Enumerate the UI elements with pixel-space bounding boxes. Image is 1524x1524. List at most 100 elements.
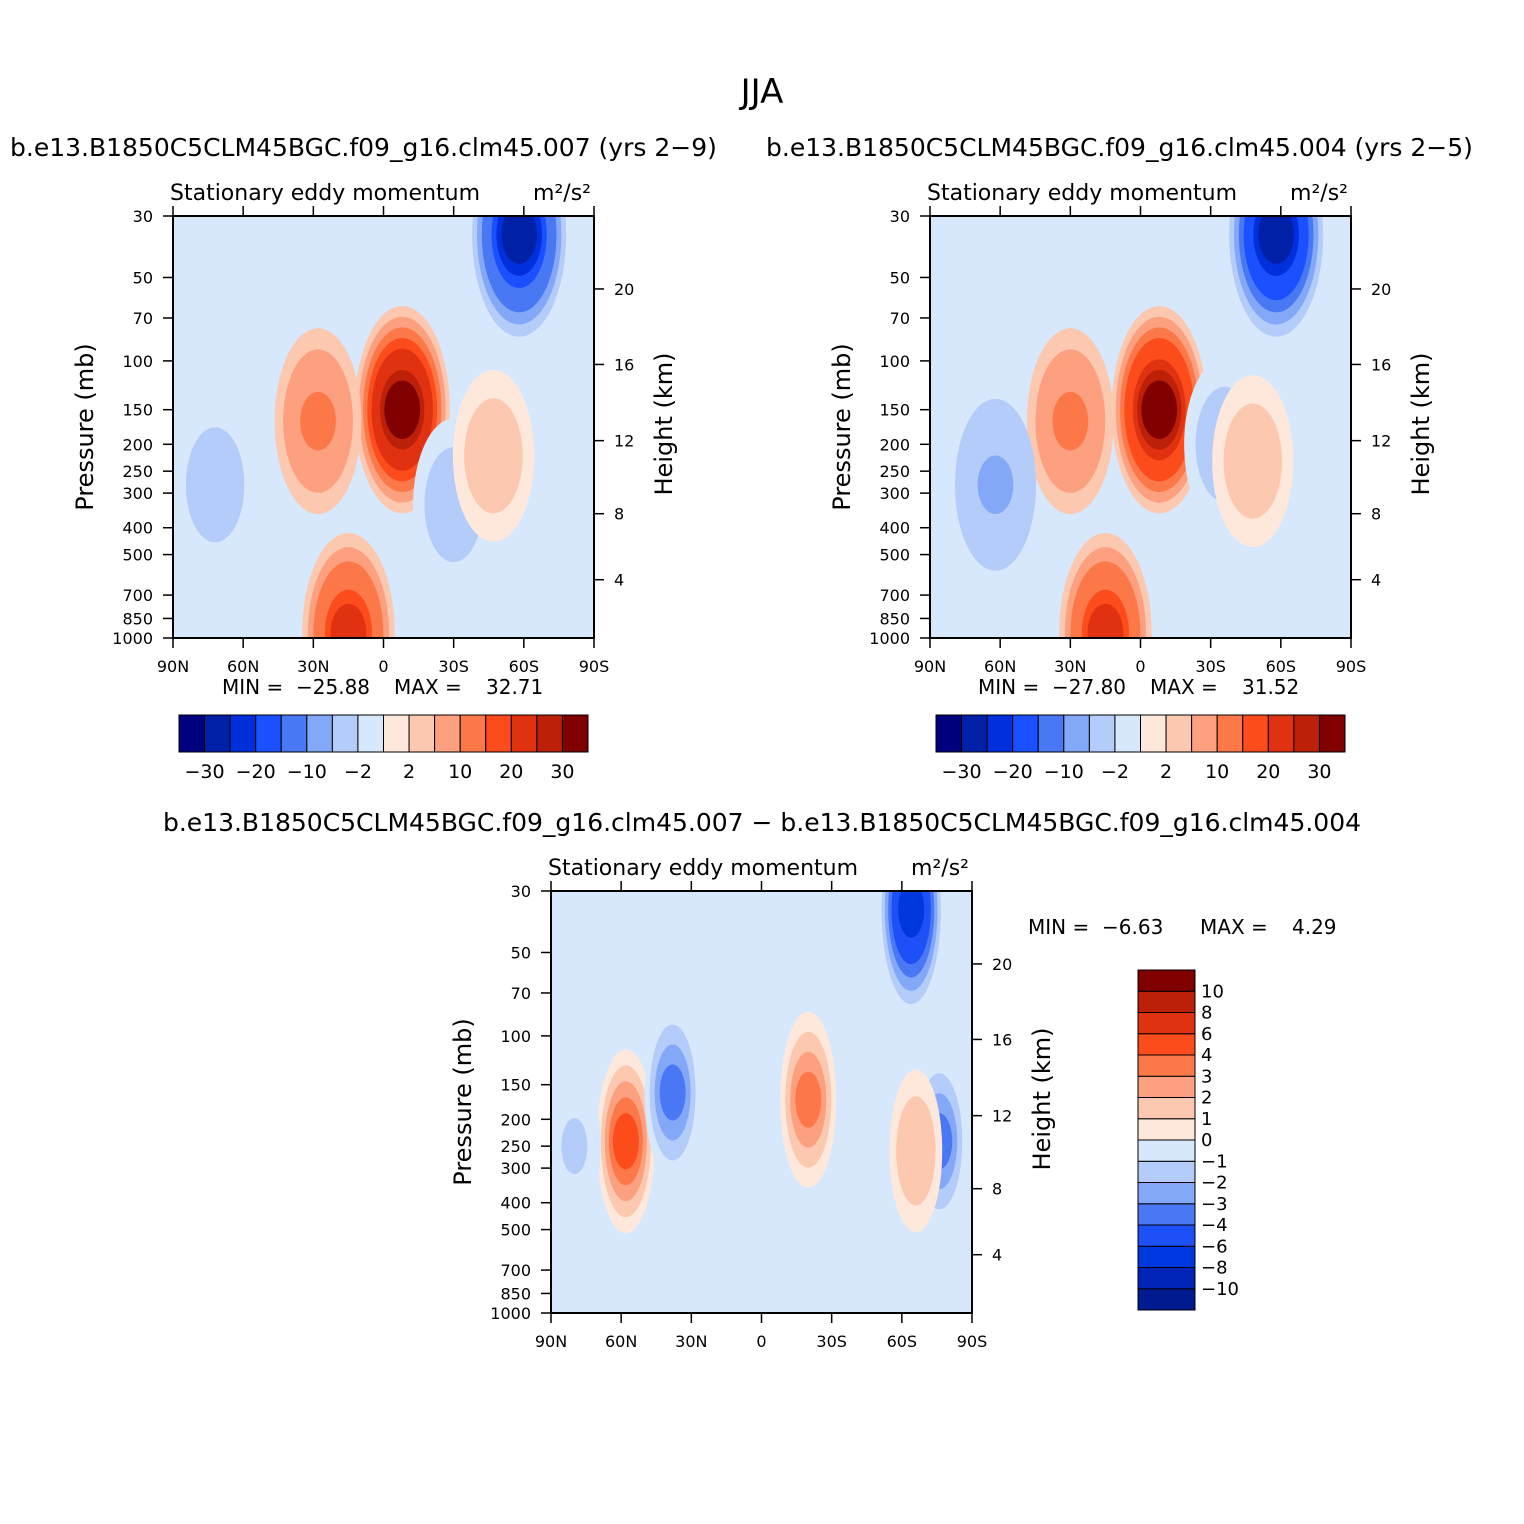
colorbar-swatch <box>1137 1054 1196 1077</box>
x-tick-label: 90N <box>157 657 189 676</box>
x-tick-label: 30S <box>1195 657 1226 676</box>
y-tick-label: 1000 <box>490 1304 531 1323</box>
subtitle-left: Stationary eddy momentum <box>170 181 480 206</box>
colorbar-label: −4 <box>1201 1215 1228 1236</box>
y-axis-title: Pressure (mb) <box>828 343 856 510</box>
x-tick-label: 60N <box>227 657 259 676</box>
y-tick-label: 100 <box>879 352 910 371</box>
subtitle-units: m²/s² <box>1290 181 1348 206</box>
colorbar-swatch <box>1137 1267 1196 1290</box>
min-label: MIN = <box>1028 915 1089 939</box>
x-tick-label: 30S <box>438 657 469 676</box>
y-tick-label: 400 <box>879 519 910 538</box>
colorbar-swatch <box>1137 1288 1196 1311</box>
y-tick-label: 500 <box>879 546 910 565</box>
min-value: −6.63 <box>1102 915 1163 939</box>
y-right-tick-label: 12 <box>992 1107 1012 1126</box>
contour-level <box>1052 391 1089 451</box>
y-right-tick-label: 8 <box>992 1180 1002 1199</box>
contour-level <box>1087 603 1124 638</box>
y-tick-label: 100 <box>500 1027 531 1046</box>
y-right-tick-label: 8 <box>1371 505 1381 524</box>
colorbar-swatch <box>1137 1097 1196 1120</box>
contour-field <box>551 891 968 1234</box>
y-right-tick-label: 8 <box>614 505 624 524</box>
x-tick-label: 30N <box>1054 657 1086 676</box>
contour-level <box>1258 216 1295 264</box>
y-right-tick-label: 4 <box>992 1246 1002 1265</box>
colorbar-label: −1 <box>1201 1151 1228 1172</box>
y-axis-title: Pressure (mb) <box>449 1018 477 1185</box>
panel-1: Stationary eddy momentum m²/s²30507010015… <box>71 181 678 783</box>
contour-level <box>197 455 234 515</box>
y-right-tick-label: 16 <box>614 355 634 374</box>
y-right-tick-label: 20 <box>1371 280 1391 299</box>
contour-level <box>300 391 336 451</box>
colorbar-label: −20 <box>236 761 276 783</box>
panel-2: Stationary eddy momentum m²/s²30507010015… <box>828 181 1435 783</box>
colorbar-label: −10 <box>1044 761 1084 783</box>
colorbar-swatch <box>1012 714 1039 753</box>
x-tick-label: 0 <box>756 1332 766 1351</box>
colorbar-swatch <box>1037 714 1065 753</box>
y-tick-label: 300 <box>500 1159 531 1178</box>
colorbar-label: 20 <box>499 761 523 783</box>
y-tick-label: 700 <box>500 1261 531 1280</box>
contour-level <box>902 1122 929 1179</box>
colorbar-swatch <box>1137 1139 1196 1162</box>
colorbar-swatch <box>935 714 963 753</box>
subtitle-left: Stationary eddy momentum <box>927 181 1237 206</box>
colorbar-swatch <box>1318 714 1346 753</box>
colorbar-swatch <box>1137 1182 1196 1205</box>
max-label: MAX = <box>394 675 462 699</box>
subtitle-units: m²/s² <box>533 181 591 206</box>
y-tick-label: 250 <box>879 462 910 481</box>
x-tick-label: 30S <box>816 1332 847 1351</box>
colorbar-label: 10 <box>1201 981 1224 1002</box>
colorbar-swatch <box>1137 969 1196 992</box>
y-tick-label: 500 <box>500 1221 531 1240</box>
y-axis-title: Pressure (mb) <box>71 343 99 510</box>
x-tick-label: 30N <box>297 657 329 676</box>
x-tick-label: 60S <box>509 657 540 676</box>
main-title: JJA <box>740 72 784 112</box>
colorbar-swatch <box>1137 1012 1196 1035</box>
colorbar-swatch <box>1216 714 1244 753</box>
y-right-tick-label: 16 <box>1371 355 1391 374</box>
min-label: MIN = <box>978 675 1039 699</box>
colorbar-swatch <box>1140 714 1167 753</box>
colorbar-swatch <box>204 714 231 753</box>
colorbar-swatch <box>459 714 487 753</box>
contour-level <box>612 1113 639 1170</box>
y-right-tick-label: 20 <box>992 955 1012 974</box>
colorbar-label: 30 <box>550 761 574 783</box>
contour-level <box>384 380 421 439</box>
x-tick-label: 60S <box>1266 657 1297 676</box>
colorbar-label: −3 <box>1201 1194 1228 1215</box>
y-right-tick-label: 4 <box>614 571 624 590</box>
colorbar-swatch <box>1088 714 1116 753</box>
y-tick-label: 300 <box>879 484 910 503</box>
colorbar-label: 10 <box>1205 761 1229 783</box>
y-right-tick-label: 4 <box>1371 571 1381 590</box>
x-tick-label: 60N <box>605 1332 637 1351</box>
colorbar-label: −2 <box>1201 1173 1228 1194</box>
panel-3-title: b.e13.B1850C5CLM45BGC.f09_g16.clm45.007 … <box>162 808 1362 837</box>
x-tick-label: 60S <box>887 1332 918 1351</box>
x-tick-label: 30N <box>675 1332 707 1351</box>
y-axis-right-title: Height (km) <box>1407 353 1435 496</box>
y-tick-label: 50 <box>133 268 153 287</box>
max-label: MAX = <box>1200 915 1268 939</box>
y-tick-label: 150 <box>122 401 153 420</box>
y-tick-label: 300 <box>122 484 153 503</box>
x-tick-label: 90N <box>535 1332 567 1351</box>
y-tick-label: 200 <box>500 1110 531 1129</box>
contour-level <box>501 216 538 264</box>
colorbar-swatch <box>561 714 589 753</box>
colorbar-swatch <box>1063 714 1090 753</box>
min-value: −25.88 <box>296 675 370 699</box>
colorbar-swatch <box>178 714 206 753</box>
y-right-tick-label: 12 <box>1371 432 1391 451</box>
contour-field <box>174 216 567 638</box>
y-tick-label: 250 <box>122 462 153 481</box>
